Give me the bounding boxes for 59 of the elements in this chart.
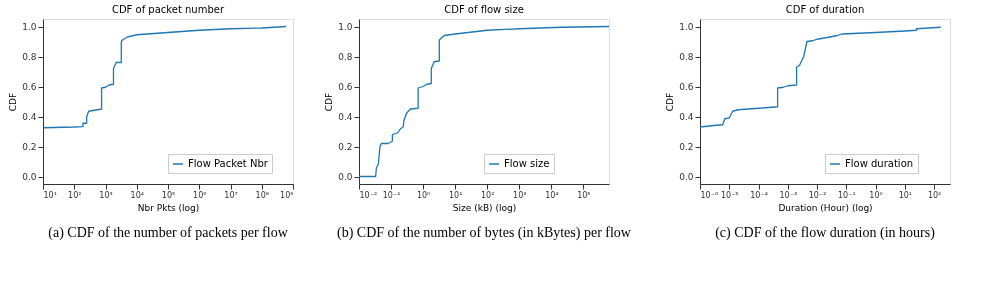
x-tick-label: 10⁻⁴ <box>750 190 768 200</box>
legend-label: Flow size <box>504 158 550 169</box>
y-tick-label: 1.0 <box>22 22 37 32</box>
x-axis-title: Nbr Pkts (log) <box>137 202 200 213</box>
x-tick-label: 10⁻¹ <box>838 190 856 200</box>
y-tick-label: 0.6 <box>679 82 694 92</box>
y-tick-label: 0.0 <box>338 172 353 182</box>
y-tick-label: 0.4 <box>338 112 353 122</box>
y-tick-label: 0.2 <box>22 142 37 152</box>
y-axis-title: CDF <box>8 92 19 112</box>
text: (a) CDF of the number of packets per flow <box>48 225 289 241</box>
x-tick-label: 10⁻² <box>808 190 827 200</box>
y-axis-title: CDF <box>665 92 676 112</box>
x-tick-label: 10⁻³ <box>779 190 798 200</box>
y-tick-label: 0.0 <box>679 172 694 182</box>
x-tick-label: 10² <box>68 190 82 200</box>
legend-label: Flow Packet Nbr <box>188 158 269 169</box>
x-axis-title: Duration (Hour) (log) <box>778 202 873 213</box>
x-tick-label: 10⁻⁶ <box>700 190 719 200</box>
y-tick-label: 0.6 <box>22 82 37 92</box>
x-axis-title: Size (kB) (log) <box>452 202 517 213</box>
legend-label: Flow duration <box>845 158 914 169</box>
y-tick-label: 0.8 <box>338 52 353 62</box>
y-tick-label: 0.4 <box>22 112 37 122</box>
y-tick-label: 0.8 <box>679 52 694 62</box>
x-tick-label: 10⁰ <box>869 190 883 200</box>
y-tick-label: 0.0 <box>22 172 37 182</box>
x-tick-label: 10⁸ <box>255 190 269 200</box>
x-tick-label: 10¹ <box>898 190 913 200</box>
chart-title: CDF of flow size <box>444 4 524 15</box>
x-tick-label: 10¹ <box>43 190 57 200</box>
x-tick-label: 10⁻² <box>359 190 378 200</box>
y-tick-label: 1.0 <box>679 22 694 32</box>
y-axis-title: CDF <box>324 92 335 112</box>
x-tick-label: 10⁻¹ <box>382 190 401 200</box>
x-tick-label: 10¹ <box>448 190 463 200</box>
x-tick-label: 10⁷ <box>224 190 238 200</box>
y-tick-label: 0.6 <box>338 82 353 92</box>
x-tick-label: 10⁵ <box>161 190 176 200</box>
text: (b) CDF of the number of bytes (in kBytes) per flow <box>337 225 632 241</box>
x-tick-label: 10⁴ <box>130 190 144 200</box>
chart-title: CDF of packet number <box>111 4 225 15</box>
x-tick-label: 10⁵ <box>577 190 591 200</box>
x-tick-label: 10⁰ <box>416 190 431 200</box>
x-tick-label: 10⁻⁵ <box>720 190 739 200</box>
text: (c) CDF of the flow duration (in hours) <box>715 225 936 241</box>
x-tick-label: 10⁹ <box>280 190 294 200</box>
y-tick-label: 0.8 <box>22 52 37 62</box>
y-tick-label: 1.0 <box>338 22 353 32</box>
x-tick-label: 10³ <box>513 190 527 200</box>
x-tick-label: 10⁴ <box>545 190 559 200</box>
x-tick-label: 10³ <box>99 190 113 200</box>
y-tick-label: 0.4 <box>679 112 694 122</box>
chart-title: CDF of duration <box>785 4 865 15</box>
x-tick-label: 10² <box>927 190 942 200</box>
y-tick-label: 0.2 <box>338 142 353 152</box>
x-tick-label: 10² <box>481 190 495 200</box>
x-tick-label: 10⁶ <box>193 190 207 200</box>
y-tick-label: 0.2 <box>679 142 694 152</box>
